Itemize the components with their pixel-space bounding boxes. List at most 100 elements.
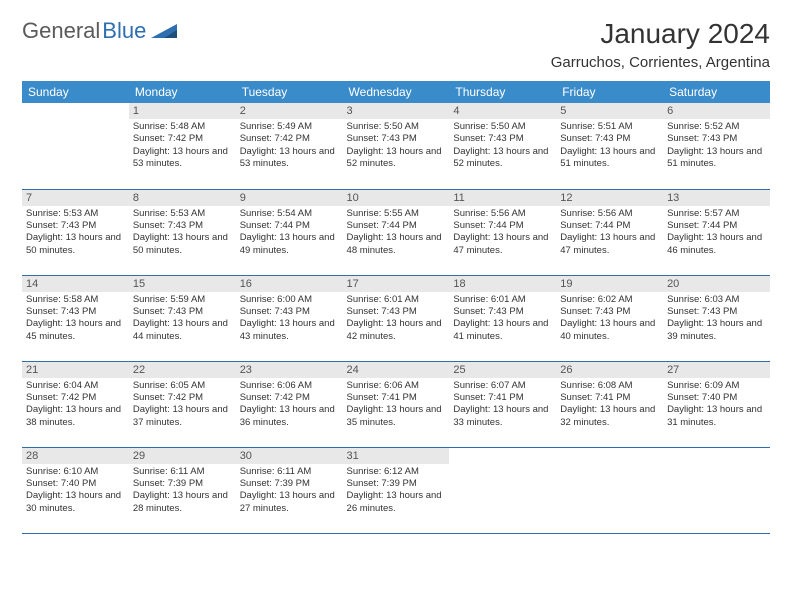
- day-details: Sunrise: 5:50 AMSunset: 7:43 PMDaylight:…: [343, 119, 450, 174]
- day-number: 30: [236, 448, 343, 464]
- calendar-cell: 3Sunrise: 5:50 AMSunset: 7:43 PMDaylight…: [343, 103, 450, 189]
- weekday-thu: Thursday: [449, 81, 556, 103]
- calendar-cell: 11Sunrise: 5:56 AMSunset: 7:44 PMDayligh…: [449, 189, 556, 275]
- weekday-mon: Monday: [129, 81, 236, 103]
- calendar-cell: 2Sunrise: 5:49 AMSunset: 7:42 PMDaylight…: [236, 103, 343, 189]
- day-number: 7: [22, 190, 129, 206]
- day-number: 15: [129, 276, 236, 292]
- weekday-header-row: Sunday Monday Tuesday Wednesday Thursday…: [22, 81, 770, 103]
- calendar-cell: 16Sunrise: 6:00 AMSunset: 7:43 PMDayligh…: [236, 275, 343, 361]
- day-number: 9: [236, 190, 343, 206]
- calendar-cell: 29Sunrise: 6:11 AMSunset: 7:39 PMDayligh…: [129, 447, 236, 533]
- day-number: 16: [236, 276, 343, 292]
- day-number: 26: [556, 362, 663, 378]
- calendar-cell: 17Sunrise: 6:01 AMSunset: 7:43 PMDayligh…: [343, 275, 450, 361]
- day-details: Sunrise: 6:04 AMSunset: 7:42 PMDaylight:…: [22, 378, 129, 433]
- day-number: 1: [129, 103, 236, 119]
- day-number: 6: [663, 103, 770, 119]
- calendar-cell: 15Sunrise: 5:59 AMSunset: 7:43 PMDayligh…: [129, 275, 236, 361]
- day-details: Sunrise: 5:53 AMSunset: 7:43 PMDaylight:…: [22, 206, 129, 261]
- day-details: Sunrise: 5:57 AMSunset: 7:44 PMDaylight:…: [663, 206, 770, 261]
- day-number: 17: [343, 276, 450, 292]
- calendar-cell: 26Sunrise: 6:08 AMSunset: 7:41 PMDayligh…: [556, 361, 663, 447]
- calendar-cell: 27Sunrise: 6:09 AMSunset: 7:40 PMDayligh…: [663, 361, 770, 447]
- day-details: Sunrise: 5:56 AMSunset: 7:44 PMDaylight:…: [449, 206, 556, 261]
- day-number: 24: [343, 362, 450, 378]
- calendar-cell: 4Sunrise: 5:50 AMSunset: 7:43 PMDaylight…: [449, 103, 556, 189]
- day-details: Sunrise: 5:56 AMSunset: 7:44 PMDaylight:…: [556, 206, 663, 261]
- calendar-cell: [663, 447, 770, 533]
- day-number: 18: [449, 276, 556, 292]
- calendar-row: 7Sunrise: 5:53 AMSunset: 7:43 PMDaylight…: [22, 189, 770, 275]
- location-label: Garruchos, Corrientes, Argentina: [551, 54, 770, 71]
- day-details: Sunrise: 6:09 AMSunset: 7:40 PMDaylight:…: [663, 378, 770, 433]
- title-block: January 2024 Garruchos, Corrientes, Arge…: [551, 18, 770, 71]
- day-number: 14: [22, 276, 129, 292]
- calendar-row: 28Sunrise: 6:10 AMSunset: 7:40 PMDayligh…: [22, 447, 770, 533]
- calendar-cell: 5Sunrise: 5:51 AMSunset: 7:43 PMDaylight…: [556, 103, 663, 189]
- weekday-tue: Tuesday: [236, 81, 343, 103]
- day-details: Sunrise: 6:02 AMSunset: 7:43 PMDaylight:…: [556, 292, 663, 347]
- calendar-cell: 7Sunrise: 5:53 AMSunset: 7:43 PMDaylight…: [22, 189, 129, 275]
- weekday-fri: Friday: [556, 81, 663, 103]
- calendar-row: 14Sunrise: 5:58 AMSunset: 7:43 PMDayligh…: [22, 275, 770, 361]
- day-details: Sunrise: 6:08 AMSunset: 7:41 PMDaylight:…: [556, 378, 663, 433]
- day-number: 19: [556, 276, 663, 292]
- day-number: 27: [663, 362, 770, 378]
- day-number: 25: [449, 362, 556, 378]
- day-details: Sunrise: 5:59 AMSunset: 7:43 PMDaylight:…: [129, 292, 236, 347]
- calendar-table: Sunday Monday Tuesday Wednesday Thursday…: [22, 81, 770, 534]
- day-details: Sunrise: 6:11 AMSunset: 7:39 PMDaylight:…: [129, 464, 236, 519]
- calendar-cell: 22Sunrise: 6:05 AMSunset: 7:42 PMDayligh…: [129, 361, 236, 447]
- day-number: 5: [556, 103, 663, 119]
- calendar-cell: 23Sunrise: 6:06 AMSunset: 7:42 PMDayligh…: [236, 361, 343, 447]
- calendar-row: 21Sunrise: 6:04 AMSunset: 7:42 PMDayligh…: [22, 361, 770, 447]
- day-number: 21: [22, 362, 129, 378]
- day-number: 23: [236, 362, 343, 378]
- day-details: Sunrise: 5:51 AMSunset: 7:43 PMDaylight:…: [556, 119, 663, 174]
- day-details: Sunrise: 6:05 AMSunset: 7:42 PMDaylight:…: [129, 378, 236, 433]
- day-number: 10: [343, 190, 450, 206]
- brand-part2: Blue: [102, 18, 146, 44]
- calendar-cell: 19Sunrise: 6:02 AMSunset: 7:43 PMDayligh…: [556, 275, 663, 361]
- day-number: 11: [449, 190, 556, 206]
- calendar-cell: 10Sunrise: 5:55 AMSunset: 7:44 PMDayligh…: [343, 189, 450, 275]
- calendar-cell: 31Sunrise: 6:12 AMSunset: 7:39 PMDayligh…: [343, 447, 450, 533]
- day-details: Sunrise: 6:06 AMSunset: 7:42 PMDaylight:…: [236, 378, 343, 433]
- calendar-cell: 12Sunrise: 5:56 AMSunset: 7:44 PMDayligh…: [556, 189, 663, 275]
- calendar-cell: 9Sunrise: 5:54 AMSunset: 7:44 PMDaylight…: [236, 189, 343, 275]
- calendar-cell: 28Sunrise: 6:10 AMSunset: 7:40 PMDayligh…: [22, 447, 129, 533]
- day-details: Sunrise: 5:58 AMSunset: 7:43 PMDaylight:…: [22, 292, 129, 347]
- day-number: 2: [236, 103, 343, 119]
- calendar-cell: 1Sunrise: 5:48 AMSunset: 7:42 PMDaylight…: [129, 103, 236, 189]
- day-number: 3: [343, 103, 450, 119]
- calendar-cell: 18Sunrise: 6:01 AMSunset: 7:43 PMDayligh…: [449, 275, 556, 361]
- calendar-cell: 25Sunrise: 6:07 AMSunset: 7:41 PMDayligh…: [449, 361, 556, 447]
- calendar-cell: 20Sunrise: 6:03 AMSunset: 7:43 PMDayligh…: [663, 275, 770, 361]
- calendar-cell: 13Sunrise: 5:57 AMSunset: 7:44 PMDayligh…: [663, 189, 770, 275]
- day-details: Sunrise: 6:12 AMSunset: 7:39 PMDaylight:…: [343, 464, 450, 519]
- page-title: January 2024: [551, 18, 770, 50]
- day-details: Sunrise: 5:52 AMSunset: 7:43 PMDaylight:…: [663, 119, 770, 174]
- day-number: 31: [343, 448, 450, 464]
- calendar-cell: [22, 103, 129, 189]
- logo-triangle-icon: [151, 18, 177, 44]
- day-details: Sunrise: 6:10 AMSunset: 7:40 PMDaylight:…: [22, 464, 129, 519]
- brand-part1: General: [22, 18, 100, 44]
- calendar-cell: 21Sunrise: 6:04 AMSunset: 7:42 PMDayligh…: [22, 361, 129, 447]
- weekday-sun: Sunday: [22, 81, 129, 103]
- day-number: 28: [22, 448, 129, 464]
- day-details: Sunrise: 6:01 AMSunset: 7:43 PMDaylight:…: [449, 292, 556, 347]
- weekday-sat: Saturday: [663, 81, 770, 103]
- day-number: 20: [663, 276, 770, 292]
- day-details: Sunrise: 6:01 AMSunset: 7:43 PMDaylight:…: [343, 292, 450, 347]
- day-details: Sunrise: 5:54 AMSunset: 7:44 PMDaylight:…: [236, 206, 343, 261]
- calendar-cell: 30Sunrise: 6:11 AMSunset: 7:39 PMDayligh…: [236, 447, 343, 533]
- day-details: Sunrise: 6:11 AMSunset: 7:39 PMDaylight:…: [236, 464, 343, 519]
- day-details: Sunrise: 5:49 AMSunset: 7:42 PMDaylight:…: [236, 119, 343, 174]
- header: GeneralBlue January 2024 Garruchos, Corr…: [22, 18, 770, 71]
- day-details: Sunrise: 5:48 AMSunset: 7:42 PMDaylight:…: [129, 119, 236, 174]
- day-number: 22: [129, 362, 236, 378]
- calendar-cell: 24Sunrise: 6:06 AMSunset: 7:41 PMDayligh…: [343, 361, 450, 447]
- day-details: Sunrise: 5:50 AMSunset: 7:43 PMDaylight:…: [449, 119, 556, 174]
